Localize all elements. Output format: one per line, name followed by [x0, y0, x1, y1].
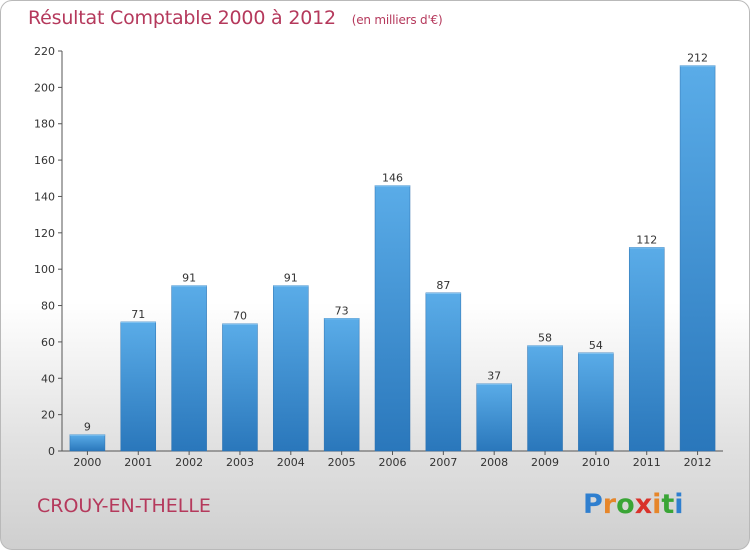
data-label-2010: 54 [589, 339, 603, 352]
x-tick-label-2008: 2008 [480, 456, 508, 469]
bar-2002 [171, 285, 207, 452]
data-label-2005: 73 [335, 304, 349, 317]
data-label-2012: 212 [687, 52, 708, 65]
data-label-2008: 37 [487, 370, 501, 383]
y-tick-label: 20 [41, 409, 55, 422]
x-tick-label-2003: 2003 [226, 456, 254, 469]
y-tick-label: 100 [34, 263, 55, 276]
data-label-2007: 87 [436, 279, 450, 292]
bar-2005 [323, 318, 360, 452]
logo-letter: i [652, 489, 662, 520]
x-tick-label-2004: 2004 [277, 456, 305, 469]
bar-2010 [578, 352, 614, 452]
x-tick-label-2001: 2001 [124, 456, 152, 469]
x-tick-label-2007: 2007 [429, 456, 457, 469]
proxiti-logo: Proxiti [583, 489, 684, 520]
y-tick-label: 220 [34, 45, 55, 58]
x-tick-label-2006: 2006 [379, 456, 407, 469]
y-tick-label: 0 [48, 445, 55, 458]
logo-letter: i [674, 489, 684, 520]
y-tick-label: 160 [34, 154, 55, 167]
y-tick-label: 200 [34, 81, 55, 94]
bar-2003 [222, 323, 258, 452]
bar-2012 [679, 65, 716, 452]
x-tick-label-2002: 2002 [175, 456, 203, 469]
commune-name: CROUY-EN-THELLE [37, 495, 211, 517]
y-tick-label: 40 [41, 372, 55, 385]
y-tick-label: 140 [34, 190, 55, 203]
chart-subtitle: (en milliers d'€) [351, 13, 443, 27]
logo-letter: r [602, 489, 617, 520]
bar-2011 [628, 247, 665, 452]
data-label-2000: 9 [84, 421, 91, 434]
y-tick-label: 180 [34, 118, 55, 131]
data-label-2003: 70 [233, 310, 247, 323]
data-label-2011: 112 [636, 233, 657, 246]
x-tick-label-2000: 2000 [73, 456, 101, 469]
data-label-2001: 71 [131, 308, 145, 321]
x-tick-label-2009: 2009 [531, 456, 559, 469]
y-tick-label: 120 [34, 227, 55, 240]
chart-title: Résultat Comptable 2000 à 2012 (en milli… [28, 7, 443, 29]
x-tick-label-2005: 2005 [328, 456, 356, 469]
data-label-2002: 91 [182, 272, 196, 285]
bar-2004 [273, 285, 309, 452]
chart-title-text: Résultat Comptable 2000 à 2012 [28, 7, 336, 29]
bar-2000 [69, 434, 106, 452]
bar-2009 [527, 345, 563, 452]
logo-letter: P [583, 489, 603, 520]
data-label-2009: 58 [538, 332, 552, 345]
y-tick-label: 60 [41, 336, 55, 349]
bar-2007 [425, 292, 462, 452]
logo-letter: t [661, 489, 675, 520]
y-tick-label: 80 [41, 300, 55, 313]
x-tick-label-2012: 2012 [684, 456, 712, 469]
bar-2006 [374, 185, 411, 452]
x-tick-label-2011: 2011 [633, 456, 661, 469]
x-tick-label-2010: 2010 [582, 456, 610, 469]
bar-2001 [120, 321, 157, 452]
logo-letter: x [634, 489, 653, 520]
logo-letter: o [616, 489, 635, 520]
data-label-2004: 91 [284, 272, 298, 285]
data-label-2006: 146 [382, 172, 403, 185]
bar-2008 [476, 383, 512, 452]
